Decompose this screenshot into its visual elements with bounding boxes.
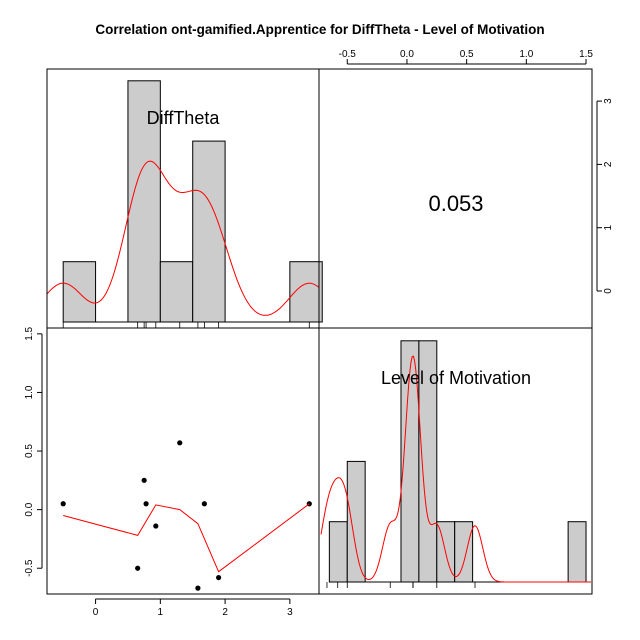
- outer-axes: 0 1 2 3 -0.5 0.0 0.5 1.0 1.5 -0.5 0.0 0.5 1.0 1.5 0 1 2 3: [24, 49, 614, 618]
- smoother-line: [63, 503, 310, 573]
- top-tick-label: 0.5: [460, 49, 474, 60]
- top-tick-label: 1.5: [579, 49, 593, 60]
- scatter-panel: [60, 440, 312, 591]
- y-tick-label: -0.5: [24, 559, 35, 577]
- y-tick-label: 1.5: [24, 326, 35, 340]
- scatter-point: [141, 477, 147, 483]
- diff-theta-histogram-panel: DiffTheta: [46, 80, 323, 328]
- top-tick-label: 0.0: [400, 49, 414, 60]
- scatter-point: [143, 501, 149, 507]
- y-tick-label: 0.5: [24, 444, 35, 458]
- histogram-bar: [192, 140, 226, 323]
- histogram-bar: [346, 460, 366, 583]
- scatter-point: [60, 501, 66, 507]
- histogram-bar: [62, 261, 97, 323]
- panel-frame: [46, 327, 320, 595]
- diff-theta-label: DiffTheta: [147, 108, 221, 128]
- right-tick-label: 3: [603, 98, 614, 104]
- correlation-value: 0.053: [428, 191, 483, 216]
- histogram-bar: [127, 80, 161, 323]
- panel-frame: [318, 327, 593, 595]
- scatter-point: [195, 585, 201, 591]
- scatter-point: [177, 440, 183, 446]
- scatter-point: [216, 574, 222, 581]
- scatter-point: [201, 501, 207, 507]
- top-tick-label: 1.0: [519, 49, 533, 60]
- density-curve: [46, 160, 319, 316]
- x-tick-label: 3: [287, 607, 293, 618]
- top-tick-label: -0.5: [339, 49, 357, 60]
- y-tick-label: 0.0: [24, 502, 35, 516]
- correlation-panel: 0.053: [428, 191, 483, 216]
- x-tick-label: 0: [93, 607, 99, 618]
- scatter-point: [153, 523, 159, 529]
- x-tick-label: 2: [222, 607, 228, 618]
- y-tick-label: 1.0: [24, 385, 35, 399]
- histogram-bar: [328, 521, 348, 583]
- density-curve: [320, 355, 591, 583]
- right-tick-label: 0: [603, 288, 614, 294]
- scatter-point: [135, 565, 141, 571]
- histogram-bar: [159, 261, 194, 323]
- histogram-bar: [454, 521, 474, 583]
- histogram-bar: [567, 521, 587, 583]
- x-tick-label: 1: [158, 607, 164, 618]
- right-tick-label: 1: [603, 224, 614, 230]
- motivation-label: Level of Motivation: [381, 368, 531, 388]
- chart-title: Correlation ont-gamified.Apprentice for …: [95, 22, 544, 37]
- right-tick-label: 2: [603, 161, 614, 167]
- motivation-histogram-panel: Level of Motivation: [320, 340, 591, 588]
